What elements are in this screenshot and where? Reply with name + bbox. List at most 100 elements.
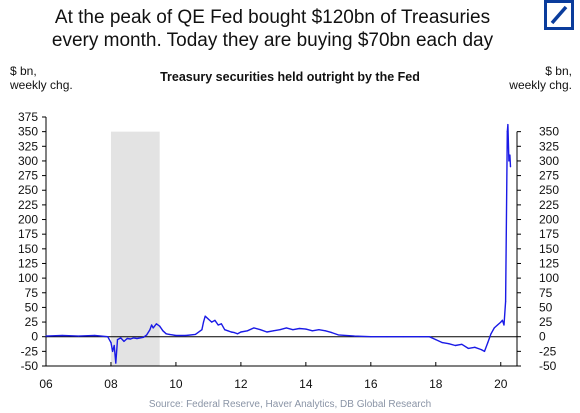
data-point	[292, 329, 294, 331]
data-point	[272, 330, 274, 332]
data-point	[467, 347, 469, 350]
data-point	[386, 336, 388, 338]
data-point	[201, 329, 203, 331]
right-tick-label: 150	[539, 242, 559, 256]
data-point	[111, 350, 114, 352]
data-point	[233, 332, 235, 334]
data-point	[237, 333, 239, 335]
data-point	[115, 362, 117, 364]
left-tick-label: 250	[18, 183, 38, 197]
left-tick-label: 300	[18, 154, 38, 168]
data-point	[509, 154, 511, 156]
data-point	[496, 324, 499, 326]
data-point	[507, 124, 509, 126]
right-tick-label: -50	[539, 359, 557, 373]
left-tick-label: 325	[18, 139, 38, 153]
data-point	[214, 319, 216, 321]
data-point	[139, 337, 141, 339]
data-point	[146, 334, 148, 336]
x-tick-label: 10	[169, 377, 183, 391]
right-tick-label: 0	[539, 330, 546, 344]
data-point	[61, 334, 63, 337]
data-point	[152, 327, 154, 329]
data-point	[285, 327, 287, 329]
data-point	[487, 341, 489, 344]
source-note: Source: Federal Reserve, Haver Analytics…	[148, 399, 432, 410]
data-point	[142, 336, 145, 338]
data-point	[227, 330, 229, 332]
data-point	[230, 331, 232, 333]
right-tick-label: 350	[539, 125, 559, 139]
left-tick-label: 125	[18, 256, 38, 270]
data-point	[136, 337, 138, 340]
x-tick-label: 06	[39, 377, 53, 391]
left-tick-label: 0	[31, 330, 38, 344]
data-point	[94, 334, 96, 337]
data-point	[172, 334, 174, 336]
data-point	[240, 331, 242, 333]
data-point	[441, 341, 443, 344]
data-point	[505, 300, 507, 303]
data-point	[483, 350, 486, 352]
right-tick-label: 275	[539, 169, 559, 183]
left-tick-label: 200	[18, 213, 38, 227]
data-point	[474, 346, 476, 348]
chart-headline: At the peak of QE Fed bought $120bn of T…	[0, 6, 545, 52]
data-point	[202, 321, 205, 323]
data-point	[220, 323, 223, 325]
data-point	[337, 334, 339, 336]
data-point	[149, 329, 151, 331]
data-point	[461, 343, 463, 345]
data-point	[126, 337, 128, 340]
data-point	[194, 333, 197, 335]
data-point	[204, 315, 206, 317]
data-point	[113, 344, 115, 347]
right-tick-label: 125	[539, 256, 559, 270]
data-point	[110, 341, 112, 344]
left-tick-label: 350	[18, 125, 38, 139]
data-point	[418, 336, 421, 338]
x-tick-label: 18	[429, 377, 443, 391]
data-point	[155, 323, 158, 325]
data-point	[116, 339, 119, 341]
data-point	[298, 327, 300, 330]
x-tick-label: 12	[234, 377, 248, 391]
data-point	[490, 333, 492, 335]
data-point	[480, 348, 482, 351]
data-point	[402, 336, 404, 338]
right-tick-label: 25	[539, 315, 553, 329]
left-tick-label: 375	[18, 110, 38, 124]
data-point	[435, 339, 437, 341]
data-point	[107, 336, 109, 338]
left-tick-label: 25	[25, 315, 39, 329]
series-line-0	[45, 123, 512, 364]
data-point	[165, 333, 167, 335]
data-point	[493, 327, 495, 329]
data-point	[318, 329, 320, 331]
left-tick-label: 50	[25, 300, 39, 314]
data-point	[159, 325, 161, 327]
data-point	[133, 337, 135, 339]
data-point	[162, 330, 164, 332]
left-tick-label: 275	[18, 169, 38, 183]
x-tick-label: 16	[364, 377, 378, 391]
left-tick-label: 75	[25, 286, 39, 300]
chart-title: Treasury securities held outright by the…	[160, 70, 420, 84]
left-tick-label: -25	[21, 344, 39, 358]
data-point	[305, 328, 307, 330]
x-tick-label: 14	[299, 377, 313, 391]
data-point	[454, 344, 456, 347]
right-tick-label: 100	[539, 271, 559, 285]
data-point	[331, 332, 333, 334]
data-point	[211, 321, 213, 323]
headline-line-1: At the peak of QE Fed bought $120bn of T…	[54, 7, 491, 28]
data-point	[279, 329, 281, 331]
data-point	[503, 324, 505, 326]
right-tick-label: 50	[539, 300, 553, 314]
right-tick-label: 175	[539, 227, 559, 241]
data-point	[168, 333, 171, 335]
right-tick-label: 75	[539, 286, 553, 300]
deutsche-bank-logo-icon	[544, 0, 574, 30]
data-point	[185, 334, 187, 337]
